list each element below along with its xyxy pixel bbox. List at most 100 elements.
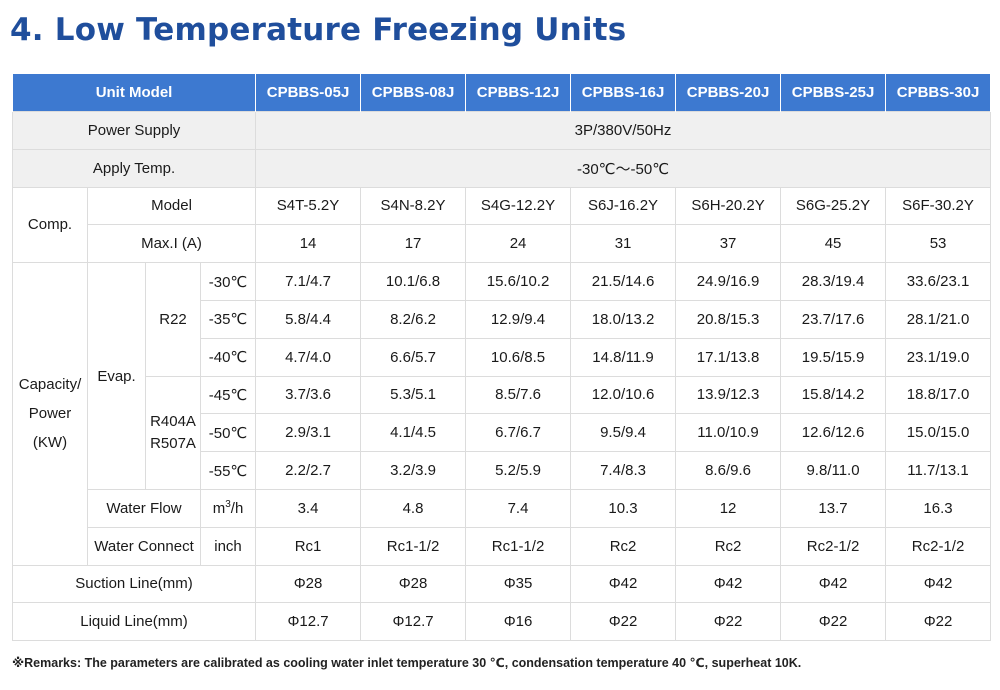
capacity-cell: 4.1/4.5 [360, 413, 467, 453]
capacity-cell: 24.9/16.9 [675, 262, 782, 301]
maxi-cell: 37 [675, 224, 782, 264]
liquid-line-cell: Φ22 [570, 602, 677, 642]
capacity-cell: 7.4/8.3 [570, 451, 677, 490]
temp-cell: -45℃ [199, 375, 257, 415]
refrigerant-label: R507A [150, 434, 196, 452]
capacity-cell: 9.8/11.0 [780, 451, 887, 490]
water-flow-cell: 7.4 [465, 488, 572, 528]
temp-cell: -55℃ [199, 451, 257, 490]
liquid-line-label: Liquid Line(mm) [11, 602, 257, 642]
capacity-cell: 11.7/13.1 [885, 451, 992, 490]
capacity-cell: 17.1/13.8 [675, 337, 782, 377]
capacity-row: Capacity/ Power (KW) Evap. R22 -30℃ 7.1/… [12, 262, 992, 566]
temp-cell: -40℃ [199, 337, 257, 377]
liquid-line-cell: Φ12.7 [255, 602, 362, 642]
maxi-cell: 31 [570, 224, 677, 264]
comp-model-cell: S4N-8.2Y [360, 186, 467, 226]
water-flow-cell: 16.3 [885, 488, 992, 528]
suction-line-cell: Φ28 [360, 564, 467, 604]
water-connect-cell: Rc1-1/2 [465, 526, 572, 566]
header-row: Unit Model CPBBS-05J CPBBS-08J CPBBS-12J… [11, 73, 992, 112]
capacity-cell: 28.3/19.4 [780, 262, 887, 301]
water-connect-cell: Rc2 [675, 526, 782, 566]
comp-model-cell: S6J-16.2Y [570, 186, 677, 226]
capacity-cell: 12.0/10.6 [570, 375, 677, 415]
water-flow-cell: 4.8 [360, 488, 467, 528]
comp-model-cell: S4G-12.2Y [465, 186, 572, 226]
r22-label: R22 [145, 262, 201, 377]
suction-line-cell: Φ42 [885, 564, 992, 604]
capacity-cell: 5.2/5.9 [465, 451, 572, 490]
water-flow-cell: 3.4 [255, 488, 362, 528]
capacity-cell: 7.1/4.7 [255, 262, 362, 301]
capacity-cell: 8.2/6.2 [360, 299, 467, 339]
water-connect-cell: Rc1 [255, 526, 362, 566]
evap-label: Evap. [87, 262, 146, 490]
apply-temp-row: Apply Temp. -30℃～-50℃ [11, 148, 992, 188]
remarks-note: ※Remarks: The parameters are calibrated … [12, 656, 802, 670]
capacity-cell: 8.5/7.6 [465, 375, 572, 415]
comp-model-label: Model [86, 186, 257, 226]
unit-sup: 3 [225, 499, 231, 511]
power-supply-label: Power Supply [11, 111, 257, 150]
capacity-cell: 5.8/4.4 [255, 299, 362, 339]
capacity-cell: 13.9/12.3 [675, 375, 782, 415]
suction-line-cell: Φ42 [570, 564, 677, 604]
capacity-label: Capacity/ Power (KW) [12, 262, 88, 566]
comp-maxi-label: Max.I (A) [86, 224, 257, 264]
capacity-cell: 19.5/15.9 [780, 337, 887, 377]
suction-line-cell: Φ35 [465, 564, 572, 604]
capacity-cell: 4.7/4.0 [255, 337, 362, 377]
capacity-cell: 3.2/3.9 [360, 451, 467, 490]
comp-model-row: Comp. Model S4T-5.2Y S4N-8.2Y S4G-12.2Y … [12, 186, 992, 264]
capacity-cell: 3.7/3.6 [255, 375, 362, 415]
capacity-cell: 33.6/23.1 [885, 262, 992, 301]
maxi-cell: 24 [465, 224, 572, 264]
comp-maxi-row: Max.I (A) 14 17 24 31 37 45 53 [13, 224, 992, 264]
comp-model-cell: S4T-5.2Y [255, 186, 362, 226]
capacity-label-line: Capacity/ [18, 376, 82, 394]
liquid-line-row: Liquid Line(mm) Φ12.7 Φ12.7 Φ16 Φ22 Φ22 … [11, 602, 992, 642]
water-connect-cell: Rc1-1/2 [360, 526, 467, 566]
comp-label: Comp. [12, 186, 88, 264]
capacity-cell: 11.0/10.9 [675, 413, 782, 453]
model-header: CPBBS-05J [255, 73, 362, 112]
power-supply-row: Power Supply 3P/380V/50Hz [11, 111, 992, 150]
maxi-cell: 45 [780, 224, 887, 264]
water-connect-label: Water Connect [87, 526, 201, 566]
maxi-cell: 14 [255, 224, 362, 264]
capacity-cell: 18.8/17.0 [885, 375, 992, 415]
capacity-cell: 15.0/15.0 [885, 413, 992, 453]
capacity-cell: 23.7/17.6 [780, 299, 887, 339]
capacity-cell: 2.2/2.7 [255, 451, 362, 490]
capacity-cell: 9.5/9.4 [570, 413, 677, 453]
capacity-cell: 5.3/5.1 [360, 375, 467, 415]
capacity-cell: 12.6/12.6 [780, 413, 887, 453]
capacity-label-line: (KW) [32, 434, 68, 452]
comp-model-cell: S6F-30.2Y [885, 186, 992, 226]
water-flow-cell: 13.7 [780, 488, 887, 528]
capacity-cell: 10.6/8.5 [465, 337, 572, 377]
temp-cell: -30℃ [199, 262, 257, 301]
liquid-line-cell: Φ12.7 [360, 602, 467, 642]
capacity-cell: 6.7/6.7 [465, 413, 572, 453]
maxi-cell: 17 [360, 224, 467, 264]
liquid-line-cell: Φ22 [780, 602, 887, 642]
water-flow-row: Water Flow m3/h 3.4 4.8 7.4 10.3 12 13.7… [13, 488, 992, 528]
suction-line-cell: Φ42 [675, 564, 782, 604]
refrigerant-label: R404A [150, 412, 196, 430]
suction-line-row: Suction Line(mm) Φ28 Φ28 Φ35 Φ42 Φ42 Φ42… [11, 564, 992, 604]
power-supply-value: 3P/380V/50Hz [255, 111, 992, 150]
capacity-cell: 8.6/9.6 [675, 451, 782, 490]
capacity-cell: 2.9/3.1 [255, 413, 362, 453]
capacity-cell: 14.8/11.9 [570, 337, 677, 377]
water-connect-row: Water Connect inch Rc1 Rc1-1/2 Rc1-1/2 R… [13, 526, 992, 566]
capacity-cell: 21.5/14.6 [570, 262, 677, 301]
capacity-row: R404A R507A -45℃ 3.7/3.6 5.3/5.1 8.5/7.6… [13, 375, 992, 490]
capacity-cell: 15.6/10.2 [465, 262, 572, 301]
water-flow-cell: 10.3 [570, 488, 677, 528]
suction-line-label: Suction Line(mm) [11, 564, 257, 604]
liquid-line-cell: Φ16 [465, 602, 572, 642]
suction-line-cell: Φ28 [255, 564, 362, 604]
capacity-row: -35℃ 5.8/4.4 8.2/6.2 12.9/9.4 18.0/13.2 … [13, 299, 992, 339]
